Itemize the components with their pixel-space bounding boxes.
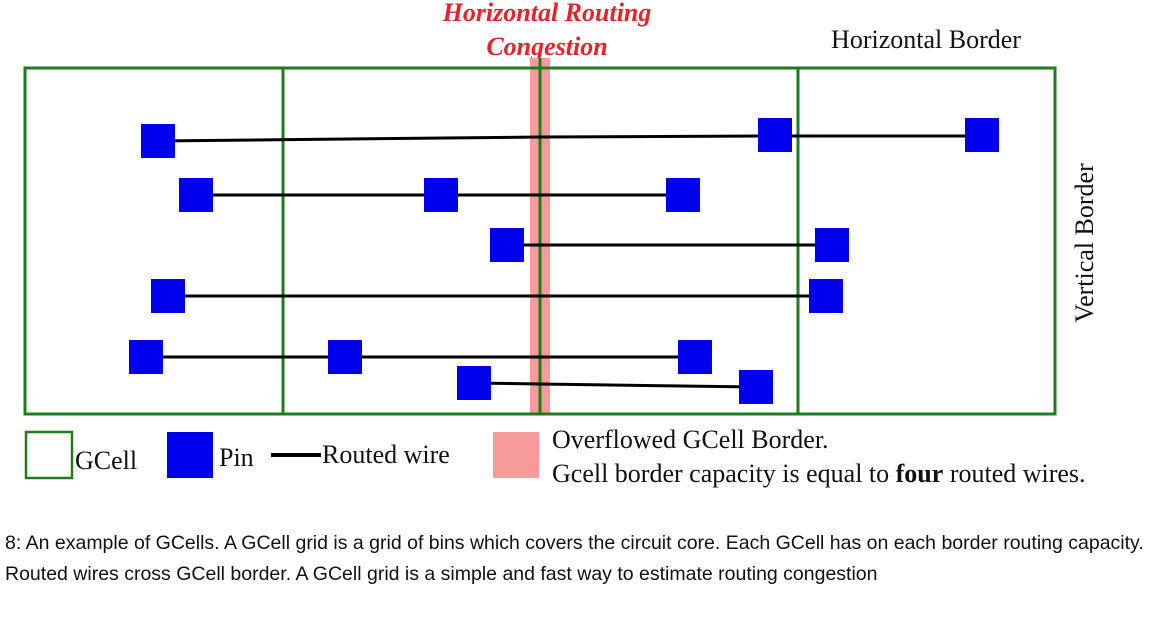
horizontal-border-label: Horizontal Border <box>831 25 1021 54</box>
pin <box>424 178 458 212</box>
pin <box>151 279 185 313</box>
pin <box>666 178 700 212</box>
legend-overflow-line2-bold: four <box>896 459 944 488</box>
legend-gcell-label: GCell <box>75 446 137 475</box>
gcell-diagram: Horizontal Routing Congestion Horizontal… <box>23 0 1099 488</box>
pin <box>965 118 999 152</box>
legend-overflow-line2-suffix: routed wires. <box>943 459 1085 488</box>
pin <box>739 370 773 404</box>
legend-overflow-line1: Overflowed GCell Border. <box>552 425 829 454</box>
pin <box>141 124 175 158</box>
pin <box>179 178 213 212</box>
legend: GCell Pin Routed wire Overflowed GCell B… <box>24 425 1086 488</box>
pin <box>815 228 849 262</box>
pin <box>490 228 524 262</box>
pin <box>328 340 362 374</box>
legend-overflow-swatch <box>493 432 539 478</box>
congestion-label-line2: Congestion <box>486 32 607 61</box>
pin <box>457 366 491 400</box>
pin <box>678 340 712 374</box>
routed-wire <box>157 134 982 143</box>
legend-overflow-line2-prefix: Gcell border capacity is equal to <box>552 459 896 488</box>
legend-wire-label: Routed wire <box>322 440 450 469</box>
figure-caption: 8: An example of GCells. A GCell grid is… <box>5 532 1144 585</box>
pins <box>129 118 999 404</box>
legend-pin-label: Pin <box>219 443 254 472</box>
congestion-label-line1: Horizontal Routing <box>442 0 652 27</box>
vertical-border-label: Vertical Border <box>1070 163 1099 323</box>
routed-wires <box>146 134 982 389</box>
pin <box>758 118 792 152</box>
legend-overflow-line2: Gcell border capacity is equal to four r… <box>552 459 1086 488</box>
legend-gcell-swatch <box>24 430 74 480</box>
legend-pin-swatch <box>167 432 213 478</box>
pin <box>129 340 163 374</box>
pin <box>809 279 843 313</box>
routed-wire <box>473 381 757 389</box>
